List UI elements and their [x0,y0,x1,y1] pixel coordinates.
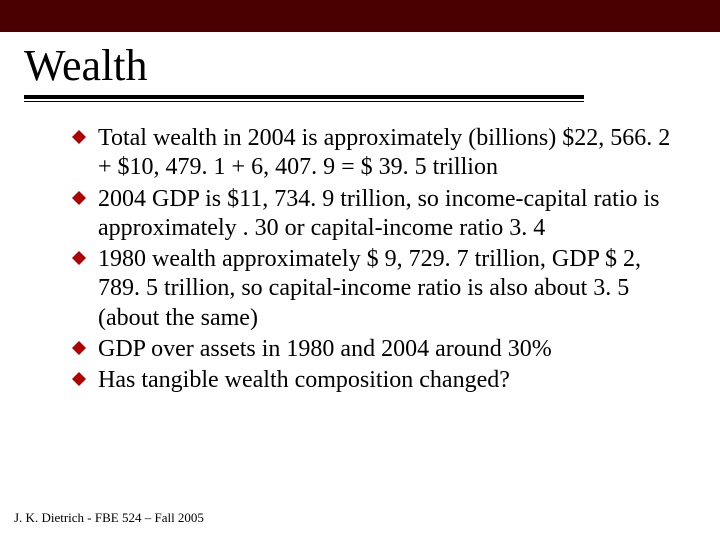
diamond-bullet-icon [72,341,86,355]
bullet-item: 1980 wealth approximately $ 9, 729. 7 tr… [72,245,680,333]
bullet-text: GDP over assets in 1980 and 2004 around … [98,336,552,362]
title-region: Wealth [0,32,720,95]
diamond-bullet-icon [72,372,86,386]
bullet-item: Total wealth in 2004 is approximately (b… [72,124,680,183]
body-content: Total wealth in 2004 is approximately (b… [0,102,720,395]
bullet-item: 2004 GDP is $11, 734. 9 trillion, so inc… [72,185,680,244]
footer-text: J. K. Dietrich - FBE 524 – Fall 2005 [14,510,204,526]
bullet-text: 2004 GDP is $11, 734. 9 trillion, so inc… [98,186,660,241]
diamond-bullet-icon [72,191,86,205]
bullet-text: Has tangible wealth composition changed? [98,367,510,393]
diamond-bullet-icon [72,251,86,265]
bullet-item: Has tangible wealth composition changed? [72,366,680,395]
slide-title: Wealth [24,40,148,91]
bullet-list: Total wealth in 2004 is approximately (b… [72,124,680,395]
diamond-bullet-icon [72,130,86,144]
bullet-text: 1980 wealth approximately $ 9, 729. 7 tr… [98,246,641,331]
top-color-band [0,0,720,32]
bullet-item: GDP over assets in 1980 and 2004 around … [72,335,680,364]
title-underline-thick [24,95,584,99]
bullet-text: Total wealth in 2004 is approximately (b… [98,125,670,180]
